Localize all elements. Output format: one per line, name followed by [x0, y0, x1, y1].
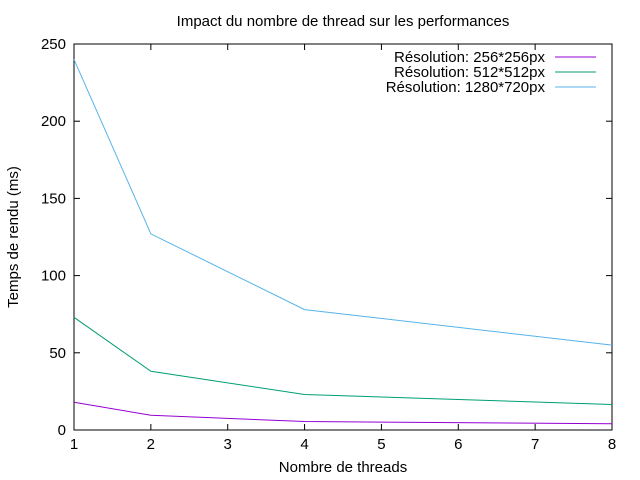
- x-tick-label: 1: [70, 436, 78, 453]
- x-tick-label: 7: [531, 436, 539, 453]
- y-tick-label: 250: [41, 36, 66, 53]
- plot-frame: [73, 43, 613, 431]
- y-tick-label: 150: [41, 190, 66, 207]
- legend-label-1: Résolution: 256*256px: [394, 49, 545, 66]
- legend-label-2: Résolution: 512*512px: [394, 64, 545, 81]
- x-tick-label: 5: [377, 436, 385, 453]
- y-tick-label: 100: [41, 268, 66, 285]
- x-tick-label: 8: [608, 436, 616, 453]
- x-axis-label: Nombre de threads: [279, 459, 407, 476]
- chart-title: Impact du nombre de thread sur les perfo…: [177, 13, 510, 30]
- x-tick-label: 4: [300, 436, 308, 453]
- y-tick-label: 0: [58, 422, 66, 439]
- series-line-3: [73, 59, 613, 346]
- series-line-2: [73, 316, 613, 405]
- axis-ticks: 0 50 100 150 200 250 1 2 3 4 5 6 7 8: [41, 36, 616, 453]
- y-axis-label: Temps de rendu (ms): [5, 166, 22, 308]
- y-tick-label: 50: [49, 345, 66, 362]
- legend-label-3: Résolution: 1280*720px: [386, 79, 546, 96]
- x-tick-label: 6: [454, 436, 462, 453]
- x-tick-label: 2: [147, 436, 155, 453]
- series-lines: [73, 59, 613, 425]
- y-tick-label: 200: [41, 113, 66, 130]
- series-line-1: [73, 401, 613, 425]
- x-tick-label: 3: [224, 436, 232, 453]
